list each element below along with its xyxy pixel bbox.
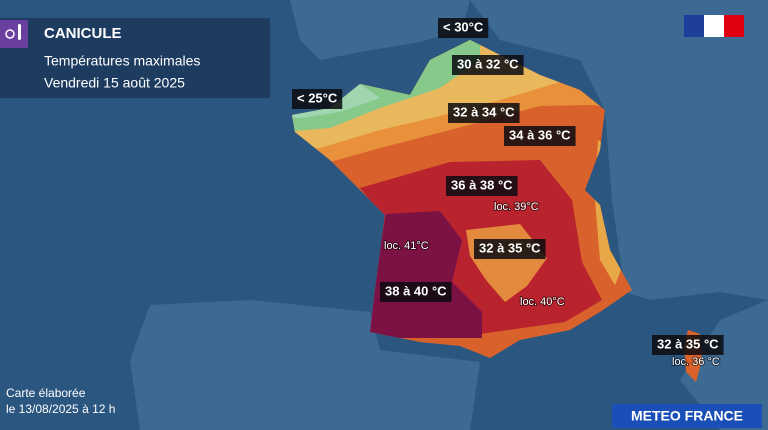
italy <box>680 300 768 430</box>
icon-sun <box>5 29 15 39</box>
label-box <box>448 103 520 123</box>
zone-label: 32 à 35 °C <box>657 336 719 351</box>
date: Vendredi 15 août 2025 <box>44 75 185 91</box>
local-label: loc. 36 °C <box>672 356 720 368</box>
flag-blue <box>684 15 704 37</box>
zone-label: 32 à 34 °C <box>453 104 515 119</box>
spain <box>130 300 480 430</box>
label-box <box>504 126 576 146</box>
zone-label: < 30°C <box>443 19 484 34</box>
zone-label: 34 à 36 °C <box>509 127 571 142</box>
label-box <box>474 239 546 259</box>
label-box <box>380 282 452 302</box>
local-label: loc. 39°C <box>494 201 539 213</box>
footer-line2: le 13/08/2025 à 12 h <box>6 402 115 416</box>
label-box <box>292 89 343 109</box>
local-label: loc. 40°C <box>520 296 565 308</box>
label-box <box>438 18 489 38</box>
icon-thermo <box>18 24 21 40</box>
zone-label: 38 à 40 °C <box>385 283 447 298</box>
title: CANICULE <box>44 25 122 42</box>
flag-red <box>724 15 744 37</box>
zone-labels: < 30°C 30 à 32 °C < 25°C 32 à 34 °C 34 à 36 … <box>292 18 724 369</box>
zone-label: 32 à 35 °C <box>479 240 541 255</box>
zone-38-40 <box>368 211 482 338</box>
brand-box <box>612 404 762 428</box>
footer-line1: Carte élaborée <box>6 386 86 400</box>
subtitle: Températures maximales <box>44 53 200 69</box>
brand: METEO FRANCE <box>631 408 743 424</box>
label-box <box>446 176 518 196</box>
neighbours-east <box>470 0 768 300</box>
local-label: loc. 41°C <box>384 240 429 252</box>
label-box <box>652 335 724 355</box>
label-box <box>452 55 524 75</box>
uk <box>290 0 470 60</box>
zone-label: 36 à 38 °C <box>451 177 513 192</box>
header-panel <box>0 18 270 98</box>
zone-label: < 25°C <box>297 90 338 105</box>
zone-label: 30 à 32 °C <box>457 56 519 71</box>
